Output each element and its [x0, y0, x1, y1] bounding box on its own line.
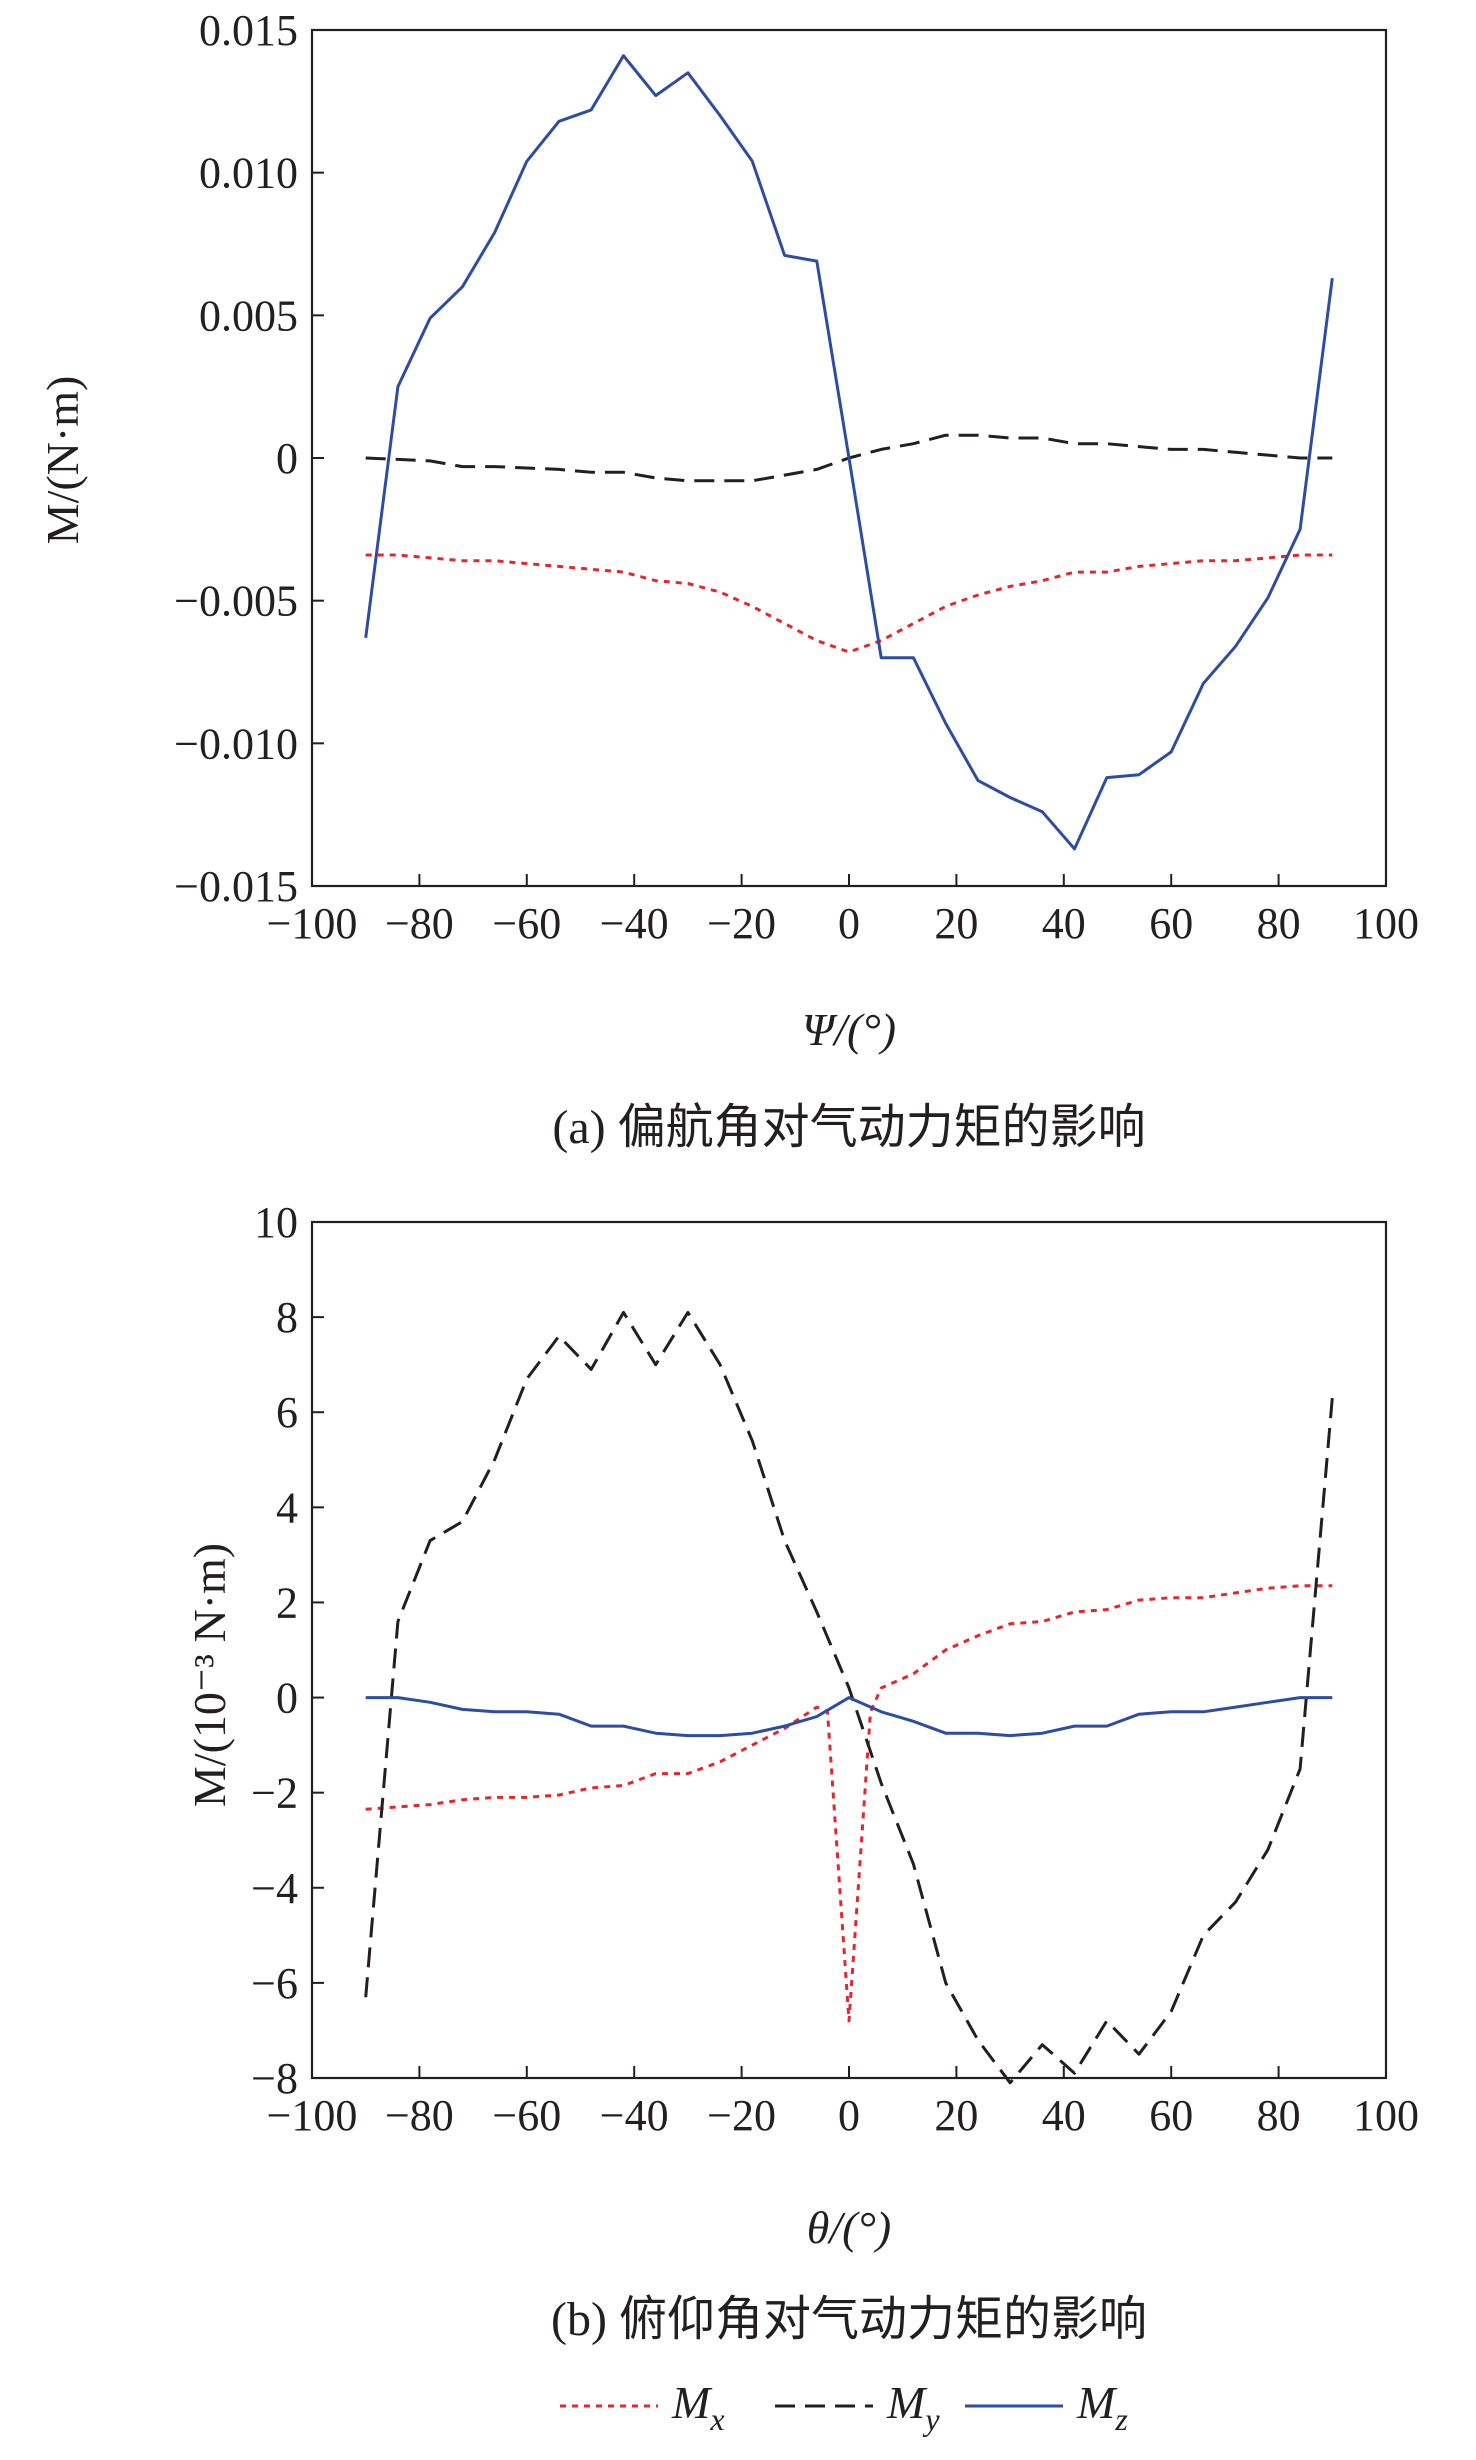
chart-yaw-xtick-label: 80 [1257, 899, 1301, 948]
chart-pitch-ytick-label: 4 [276, 1483, 298, 1532]
chart-yaw-caption: (a) 偏航角对气动力矩的影响 [552, 1101, 1145, 1154]
chart-pitch-xtick-label: −40 [600, 2091, 669, 2140]
chart-pitch: −100 −80 −60 −40 −20 0 20 40 60 80 1001086420−2−4−… [251, 1198, 1419, 2140]
chart-pitch-ytick-label: 2 [276, 1578, 298, 1627]
chart-yaw-xtick-label: 100 [1353, 899, 1419, 948]
chart-yaw-ytick-label: −0.015 [174, 862, 298, 911]
chart-pitch-ytick-label: 8 [276, 1293, 298, 1342]
chart-yaw-ytick-label: 0.015 [199, 6, 298, 55]
chart-yaw-xtick-label: 60 [1149, 899, 1193, 948]
chart-pitch-xtick-label: 0 [838, 2091, 860, 2140]
chart-yaw-xtick-label: −100 [267, 899, 358, 948]
chart-pitch-ytick-label: 0 [276, 1674, 298, 1723]
chart-pitch-ytick-label: −8 [251, 2054, 298, 2103]
chart-yaw-ytick-label: 0.010 [199, 149, 298, 198]
legend: Mx My Mz [560, 2377, 1128, 2437]
chart-yaw-series-mz-line [364, 54, 1334, 851]
chart-yaw-xtick-label: 0 [838, 899, 860, 948]
chart-pitch-xtick-label: −80 [385, 2091, 454, 2140]
chart-yaw-xtick-label: −60 [492, 899, 561, 948]
chart-yaw-ylabel: M/(N·m) [37, 376, 88, 545]
chart-pitch-xlabel: θ/(°) [807, 2202, 891, 2253]
chart-pitch-caption: (b) 俯仰角对气动力矩的影响 [551, 2293, 1147, 2346]
chart-pitch-xtick-label: 80 [1257, 2091, 1301, 2140]
chart-yaw-xtick-label: 20 [934, 899, 978, 948]
chart-yaw-xlabel: Ψ/(°) [802, 1004, 896, 1055]
chart-yaw-ytick-label: −0.010 [174, 719, 298, 768]
chart-yaw-xtick-label: −80 [385, 899, 454, 948]
chart-pitch-ylabel: M/(10⁻³ N·m) [184, 1543, 235, 1807]
chart-pitch-xtick-label: −100 [267, 2091, 358, 2140]
chart-pitch-ytick-label: 10 [254, 1198, 298, 1247]
legend-label-mz: Mz [1076, 2377, 1128, 2437]
legend-label-mx: Mx [671, 2377, 725, 2437]
chart-pitch-xtick-label: 20 [934, 2091, 978, 2140]
chart-pitch-series-mz-line [365, 1696, 1333, 1738]
chart-pitch-xtick-label: −20 [707, 2091, 776, 2140]
chart-yaw-ytick-label: 0 [276, 434, 298, 483]
chart-pitch-series-mx-line [365, 1584, 1333, 2023]
chart-pitch-ytick-label: 6 [276, 1388, 298, 1437]
chart-yaw-ytick-label: −0.005 [174, 577, 298, 626]
chart-pitch-plot-frame [310, 1220, 1388, 2080]
chart-pitch-ytick-label: −6 [251, 1959, 298, 2008]
chart-yaw-series-mx-line [365, 553, 1333, 654]
chart-pitch-xtick-label: 60 [1149, 2091, 1193, 2140]
chart-pitch-ytick-label: −4 [251, 1864, 298, 1913]
chart-yaw-xtick-label: −20 [707, 899, 776, 948]
legend-label-my: My [886, 2377, 940, 2437]
chart-yaw-ytick-label: 0.005 [199, 291, 298, 340]
chart-yaw-xtick-label: −40 [600, 899, 669, 948]
chart-yaw-xtick-label: 40 [1042, 899, 1086, 948]
chart-pitch-series-my-line [364, 1310, 1334, 2085]
chart-pitch-xtick-label: −60 [492, 2091, 561, 2140]
chart-pitch-ytick-label: −2 [251, 1769, 298, 1818]
chart-yaw: −100 −80 −60 −40 −20 0 20 40 60 80 100 0.015 0.010 0.… [174, 6, 1419, 948]
chart-pitch-xtick-label: 100 [1353, 2091, 1419, 2140]
chart-pitch-xtick-label: 40 [1042, 2091, 1086, 2140]
